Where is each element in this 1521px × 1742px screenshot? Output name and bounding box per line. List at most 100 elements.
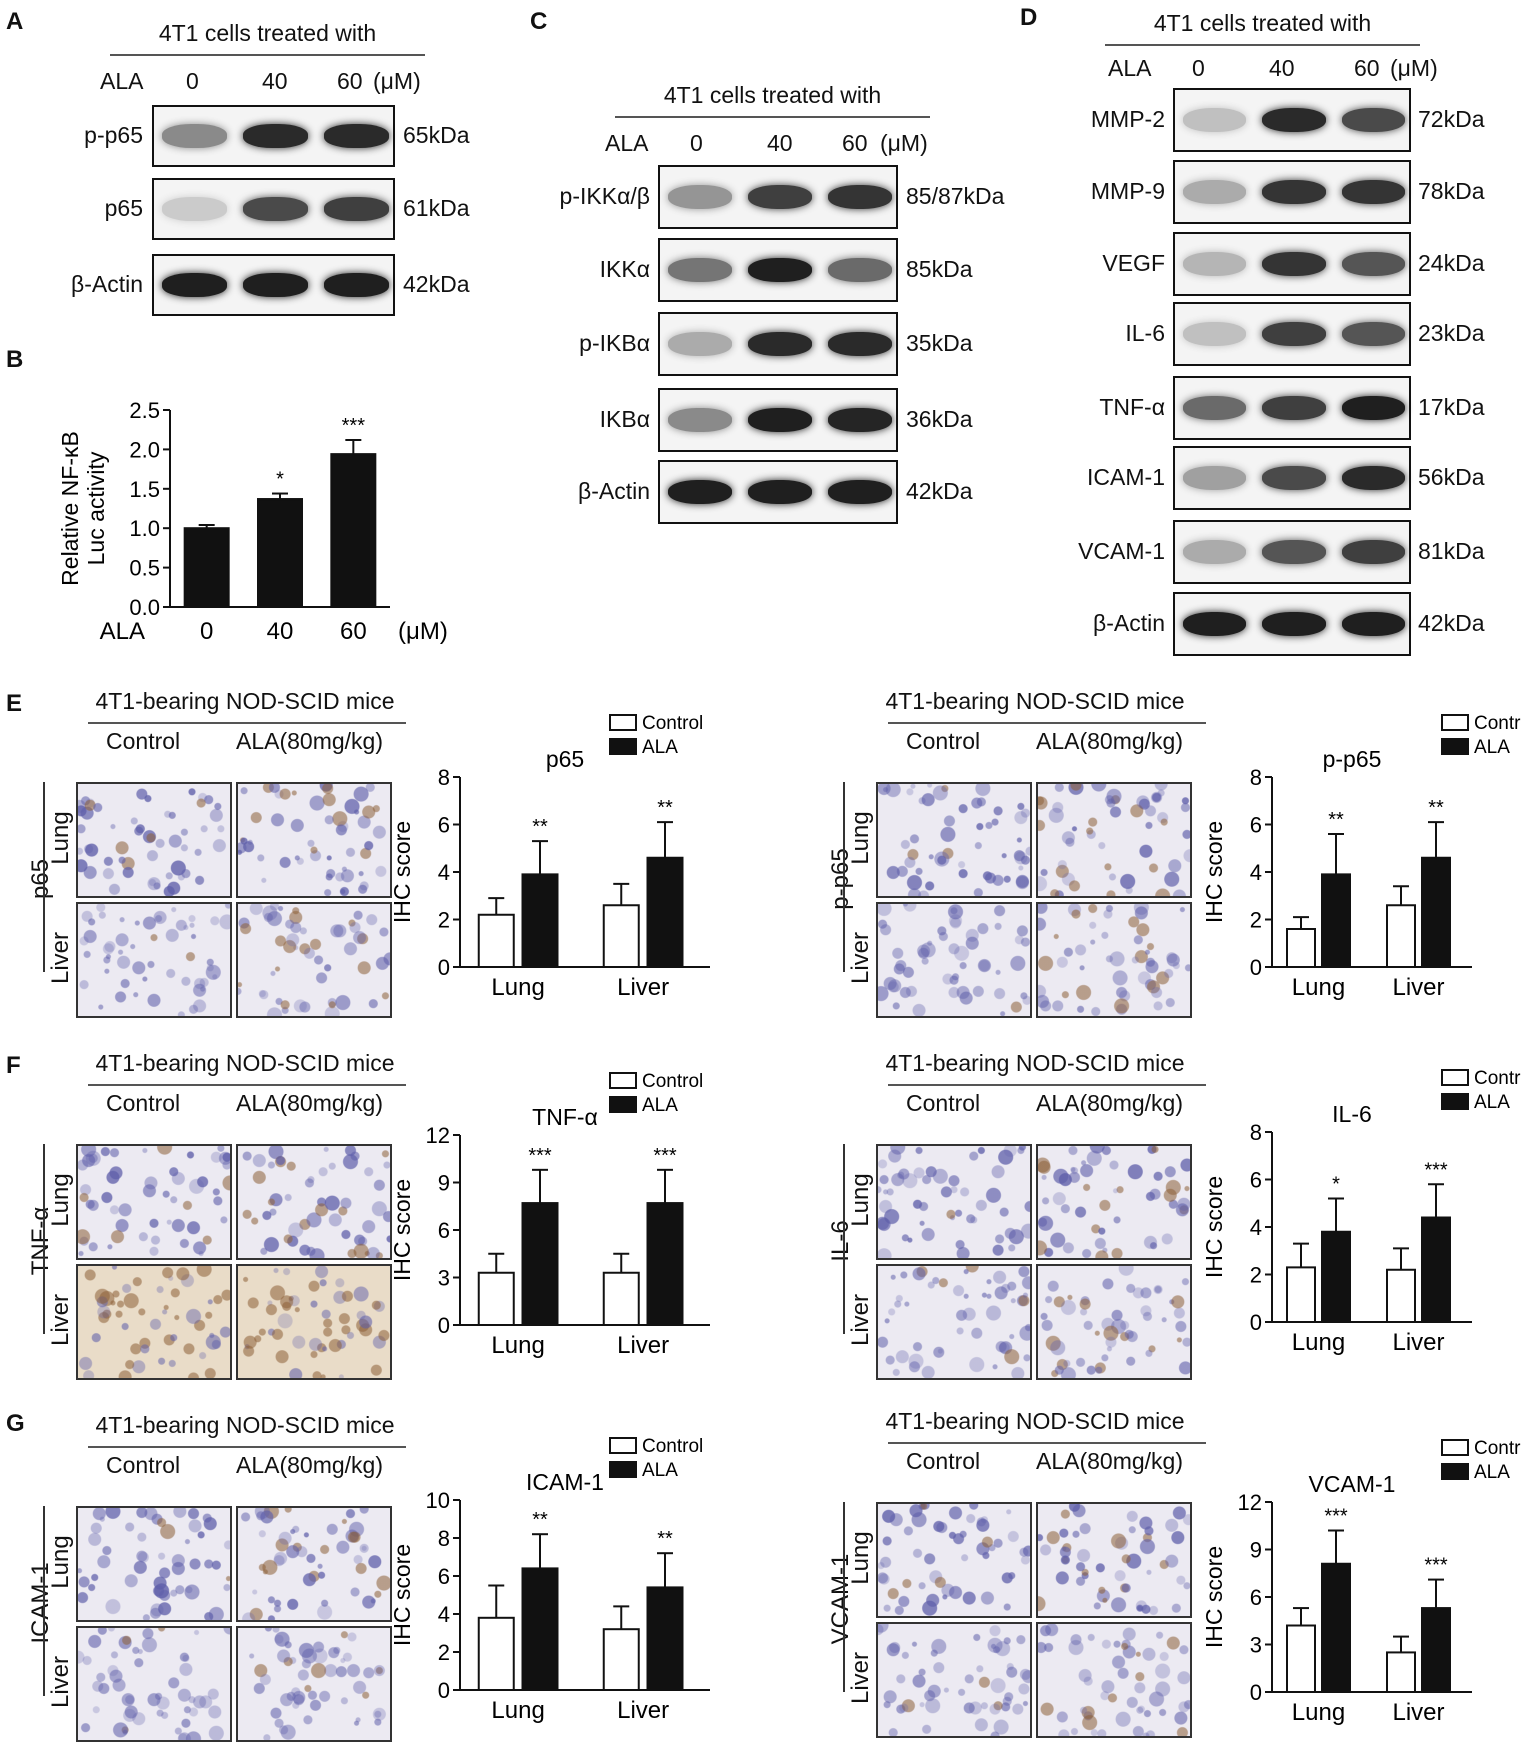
ihc-title-line-F-right xyxy=(888,1084,1206,1086)
ihc-image-liver-1-E-left xyxy=(236,902,392,1018)
blot-kda-D-0: 72kDa xyxy=(1418,106,1485,132)
y-axis-label: IHC score xyxy=(389,1179,415,1281)
bar-ala xyxy=(521,1567,559,1691)
bar-control xyxy=(1386,904,1416,968)
significance-mark: *** xyxy=(1424,1159,1448,1181)
blot-band xyxy=(1262,395,1326,421)
blot-title-line-C xyxy=(615,116,930,118)
y-tick-label: 2.0 xyxy=(129,437,160,462)
ihc-title-E-right: 4T1-bearing NOD-SCID mice xyxy=(885,688,1185,714)
bar-ala xyxy=(1321,1230,1351,1323)
ihc-image-liver-1-F-left xyxy=(236,1264,392,1380)
blot-band xyxy=(1182,321,1247,347)
blot-kda-D-5: 56kDa xyxy=(1418,464,1485,490)
blot-band xyxy=(1182,179,1247,205)
blot-row-label-D-6: VCAM-1 xyxy=(1078,538,1165,564)
ihc-image-lung-0-E-left xyxy=(76,782,232,898)
blot-strip-D-7 xyxy=(1173,592,1411,656)
bar-ala xyxy=(1421,1607,1451,1693)
y-tick-label: 6 xyxy=(438,813,450,838)
blot-band xyxy=(162,124,227,148)
panel-letter-A: A xyxy=(6,8,24,35)
blot-band xyxy=(828,257,892,283)
blot-band xyxy=(1262,179,1326,205)
y-tick-label: 4 xyxy=(438,860,450,885)
ihc-col-control-F-left: Control xyxy=(106,1090,181,1116)
blot-band xyxy=(1341,321,1406,347)
blot-row-label-C-2: p-IKBα xyxy=(579,330,650,356)
y-axis-label: Relative NF-κBLuc activity xyxy=(57,431,109,586)
blot-kda-A-2: 42kDa xyxy=(403,271,470,297)
legend-swatch-ala xyxy=(609,1461,637,1478)
blot-row-label-D-2: VEGF xyxy=(1102,250,1165,276)
ihc-marker-line-F-left xyxy=(43,1144,45,1334)
y-tick-label: 0.5 xyxy=(129,556,160,581)
ihc-image-liver-1-F-right xyxy=(1036,1264,1192,1380)
ihc-title-G-left: 4T1-bearing NOD-SCID mice xyxy=(95,1412,395,1438)
panel-letter-D: D xyxy=(1020,4,1038,31)
blot-band xyxy=(668,331,732,357)
y-tick-label: 4 xyxy=(438,1602,450,1627)
y-tick-label: 3 xyxy=(438,1266,450,1291)
ihc-image-liver-0-E-left xyxy=(76,902,232,1018)
blot-kda-D-6: 81kDa xyxy=(1418,538,1485,564)
ihc-image-lung-1-F-right xyxy=(1036,1144,1192,1260)
ihc-image-lung-1-F-left xyxy=(236,1144,392,1260)
significance-mark: ** xyxy=(1428,797,1444,819)
legend-swatch-ala xyxy=(609,738,637,755)
x-category-label: 0 xyxy=(200,618,213,645)
blot-band xyxy=(748,331,812,357)
blot-band xyxy=(1262,611,1326,637)
y-axis-label: IHC score xyxy=(389,821,415,923)
legend-label-ala: ALA xyxy=(642,1460,678,1481)
x-category-label: 40 xyxy=(267,618,294,645)
dose-C-40: 40 xyxy=(767,130,793,156)
blot-kda-D-2: 24kDa xyxy=(1418,250,1485,276)
y-axis-label: IHC score xyxy=(1201,1176,1227,1278)
blot-band xyxy=(1341,251,1406,277)
blot-row-label-A-0: p-p65 xyxy=(84,122,143,148)
blot-title-line-A xyxy=(110,54,425,56)
chart-F-left: 0 3 6 9 12 IHC score TNF-α *** Lung *** Liver Contr… xyxy=(389,1071,710,1359)
bar-ala xyxy=(521,1202,559,1326)
ihc-tissue-liver-E-right: Liver xyxy=(847,931,874,985)
legend-label-control: Control xyxy=(1474,713,1521,734)
y-tick-label: 4 xyxy=(1250,860,1262,885)
ihc-tissue-lung-G-right: Lung xyxy=(847,1531,874,1585)
significance-mark: *** xyxy=(528,1145,552,1167)
chart-title: p-p65 xyxy=(1323,746,1382,772)
ihc-image-lung-0-E-right xyxy=(876,782,1032,898)
blot-title-D: 4T1 cells treated with xyxy=(1153,10,1372,36)
y-tick-label: 0.0 xyxy=(129,595,160,620)
blot-band xyxy=(162,273,227,297)
x-prefix-label: ALA xyxy=(100,618,145,645)
y-tick-label: 0 xyxy=(1250,1680,1262,1705)
bar-control xyxy=(477,913,515,968)
significance-mark: * xyxy=(1332,1174,1340,1196)
blot-kda-D-7: 42kDa xyxy=(1418,610,1485,636)
x-category-label: Lung xyxy=(1292,1699,1345,1726)
dose-D-60: 60 xyxy=(1354,55,1380,81)
y-tick-label: 0 xyxy=(438,955,450,980)
blot-band xyxy=(1182,539,1247,565)
bar-ala xyxy=(1321,1562,1351,1693)
y-tick-label: 9 xyxy=(1250,1538,1262,1563)
y-tick-label: 1.5 xyxy=(129,477,160,502)
blot-band xyxy=(668,257,732,283)
bar-ala xyxy=(1321,873,1351,968)
legend-label-ala: ALA xyxy=(1474,1092,1510,1113)
dose-C-0: 0 xyxy=(690,130,703,156)
blot-band xyxy=(828,331,892,357)
y-tick-label: 2 xyxy=(438,908,450,933)
blot-kda-A-0: 65kDa xyxy=(403,122,470,148)
blot-kda-C-1: 85kDa xyxy=(906,256,973,282)
legend-swatch-ala xyxy=(1441,1463,1469,1480)
bar xyxy=(183,527,230,608)
blot-band xyxy=(828,184,892,210)
chart-title: TNF-α xyxy=(532,1104,598,1130)
panel-letter-C: C xyxy=(530,8,548,35)
x-category-label: Liver xyxy=(1392,1329,1444,1356)
blot-row-label-C-3: IKBα xyxy=(599,406,650,432)
blot-band xyxy=(1182,465,1247,491)
